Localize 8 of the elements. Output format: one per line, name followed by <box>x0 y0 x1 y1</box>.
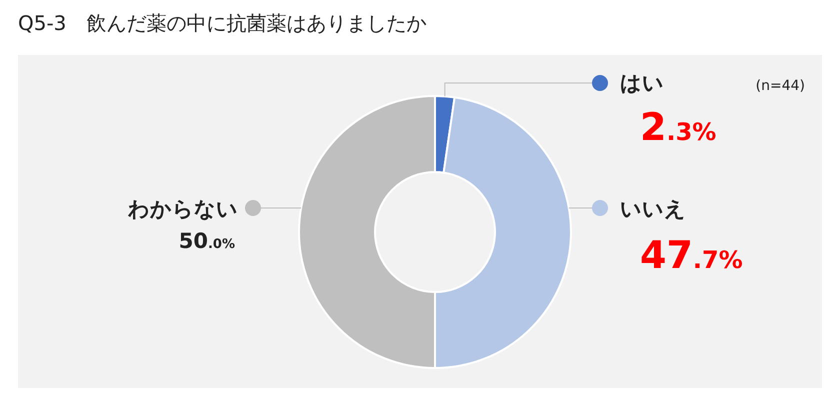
data-label: 2.3% <box>640 105 716 149</box>
slice-label: わからない <box>127 197 238 221</box>
data-label: 50.0% <box>178 229 235 253</box>
legend-label: はい <box>620 71 664 95</box>
text: (n=44) <box>756 78 805 94</box>
chart-title: Q5-3 飲んだ薬の中に抗菌薬はありましたか <box>18 11 426 35</box>
legend-label: いいえ <box>620 197 686 221</box>
data-label: 47.7% <box>640 233 743 277</box>
